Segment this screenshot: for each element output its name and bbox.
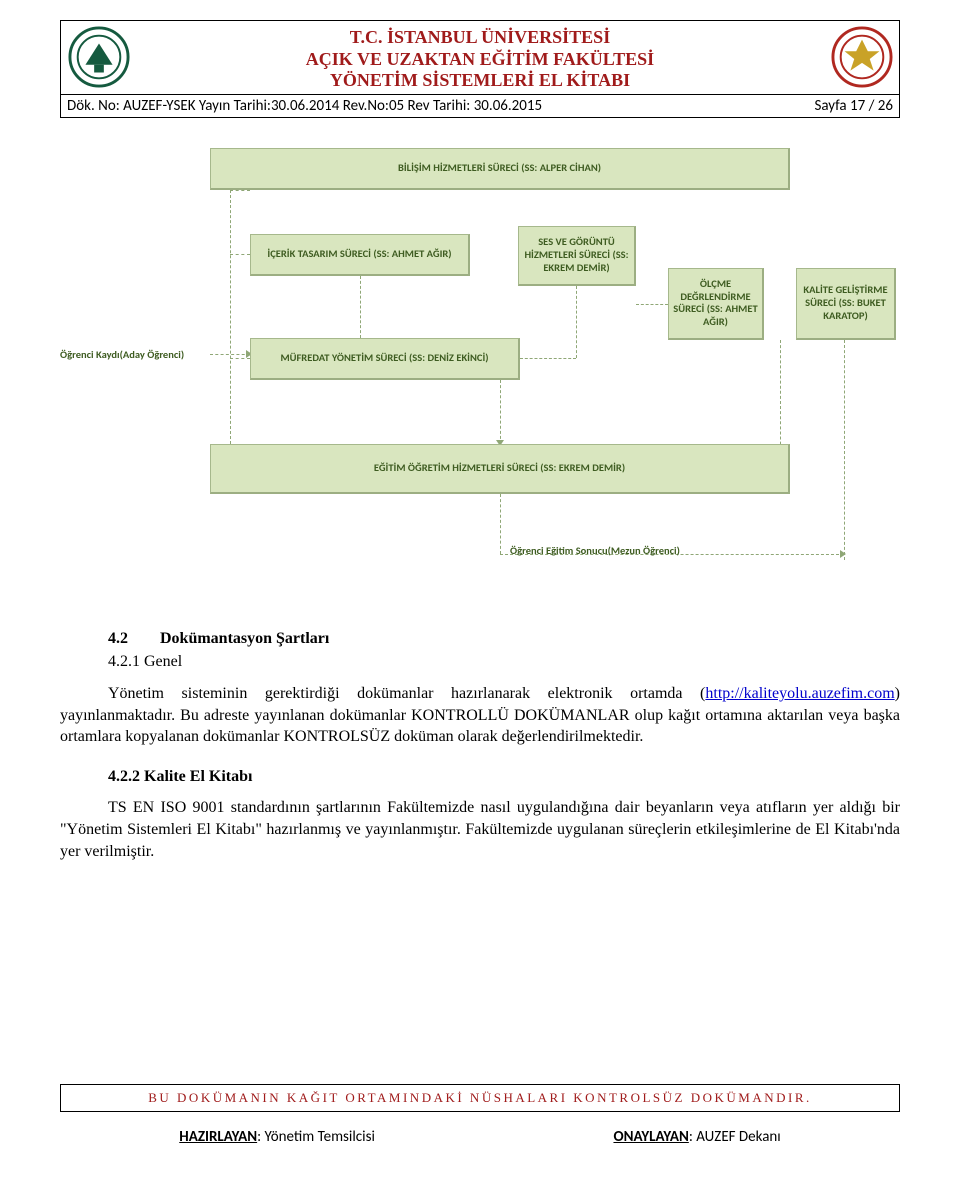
header-title-line-1: T.C. İSTANBUL ÜNİVERSİTESİ (140, 27, 820, 49)
flow-connector (360, 276, 361, 338)
prepared-by-value: : Yönetim Temsilcisi (257, 1128, 375, 1146)
footer-warning-text: BU DOKÜMANIN KAĞIT ORTAMINDAKİ NÜSHALARI… (148, 1090, 812, 1106)
paragraph-2: TS EN ISO 9001 standardının şartlarının … (60, 797, 900, 862)
sec-4-2-1-label: 4.2.1 Genel (108, 653, 182, 670)
flow-input-label: Öğrenci Kaydı(Aday Öğrenci) (60, 348, 184, 361)
header-title-block: T.C. İSTANBUL ÜNİVERSİTESİ AÇIK VE UZAKT… (136, 21, 824, 94)
doc-meta-left: Dök. No: AUZEF-YSEK Yayın Tarihi:30.06.2… (67, 97, 542, 115)
flow-connector (844, 340, 845, 560)
sec-4-2-num: 4.2 (108, 630, 128, 647)
flow-connector (500, 494, 501, 554)
flow-node-olcme: ÖLÇME DEĞRLENDİRME SÜRECİ (SS: AHMET AĞI… (668, 268, 764, 340)
flow-node-bilsim: BİLİŞİM HİZMETLERİ SÜRECİ (SS: ALPER CİH… (210, 148, 790, 190)
flow-node-icerik: İÇERİK TASARIM SÜRECİ (SS: AHMET AĞIR) (250, 234, 470, 276)
flow-output-label: Öğrenci Eğitim Sonucu(Mezun Öğrenci) (510, 544, 680, 557)
flow-node-mufredat: MÜFREDAT YÖNETİM SÜRECİ (SS: DENİZ EKİNC… (250, 338, 520, 380)
university-seal-right-icon (831, 26, 893, 88)
quality-portal-link[interactable]: http://kaliteyolu.auzefim.com (705, 685, 894, 702)
flow-connector (520, 358, 576, 359)
body-text: 4.2 Dokümantasyon Şartları 4.2.1 Genel Y… (60, 628, 900, 862)
sec-4-2-title: Dokümantasyon Şartları (160, 630, 329, 647)
p1-part-a: Yönetim sisteminin gerektirdiği dokümanl… (108, 685, 705, 702)
paragraph-1: Yönetim sisteminin gerektirdiği dokümanl… (60, 683, 900, 748)
footer-prepared-by: HAZIRLAYAN: Yönetim Temsilcisi (179, 1128, 375, 1146)
flow-connector (576, 286, 577, 358)
flow-connector (500, 380, 501, 444)
header-logo-right (824, 21, 899, 94)
flow-connector (230, 190, 250, 191)
flow-node-egitim: EĞİTİM ÖĞRETİM HİZMETLERİ SÜRECİ (SS: EK… (210, 444, 790, 494)
header-box: T.C. İSTANBUL ÜNİVERSİTESİ AÇIK VE UZAKT… (60, 20, 900, 95)
flow-node-kalite: KALİTE GELİŞTİRME SÜRECİ (SS: BUKET KARA… (796, 268, 896, 340)
arrowhead-icon (840, 550, 846, 558)
flow-connector (230, 190, 231, 444)
header-title-line-3: YÖNETİM SİSTEMLERİ EL KİTABI (140, 70, 820, 92)
approved-by-label: ONAYLAYAN (613, 1128, 688, 1146)
flow-connector (230, 254, 250, 255)
header-logo-left (61, 21, 136, 94)
section-4-2-2-heading: 4.2.2 Kalite El Kitabı (108, 766, 900, 788)
footer-warning-bar: BU DOKÜMANIN KAĞIT ORTAMINDAKİ NÜSHALARI… (60, 1084, 900, 1112)
section-4-2-1-heading: 4.2.1 Genel (108, 651, 900, 673)
header-title-line-2: AÇIK VE UZAKTAN EĞİTİM FAKÜLTESİ (140, 49, 820, 71)
flow-connector (636, 304, 668, 305)
process-flowchart: Öğrenci Kaydı(Aday Öğrenci) Öğrenci Eğit… (60, 148, 900, 618)
university-seal-left-icon (68, 26, 130, 88)
doc-meta-right: Sayfa 17 / 26 (814, 97, 893, 115)
prepared-by-label: HAZIRLAYAN (179, 1128, 257, 1146)
approved-by-value: : AUZEF Dekanı (689, 1128, 781, 1146)
header-meta-bar: Dök. No: AUZEF-YSEK Yayın Tarihi:30.06.2… (60, 95, 900, 118)
flow-node-ses: SES VE GÖRÜNTÜ HİZMETLERİ SÜRECİ (SS: EK… (518, 226, 636, 286)
section-4-2-heading: 4.2 Dokümantasyon Şartları (108, 628, 900, 650)
document-page: T.C. İSTANBUL ÜNİVERSİTESİ AÇIK VE UZAKT… (0, 0, 960, 1182)
footer-signatures: HAZIRLAYAN: Yönetim Temsilcisi ONAYLAYAN… (60, 1128, 900, 1146)
sec-4-2-2-label: 4.2.2 Kalite El Kitabı (108, 768, 252, 785)
flow-connector (230, 358, 250, 359)
footer-approved-by: ONAYLAYAN: AUZEF Dekanı (613, 1128, 780, 1146)
